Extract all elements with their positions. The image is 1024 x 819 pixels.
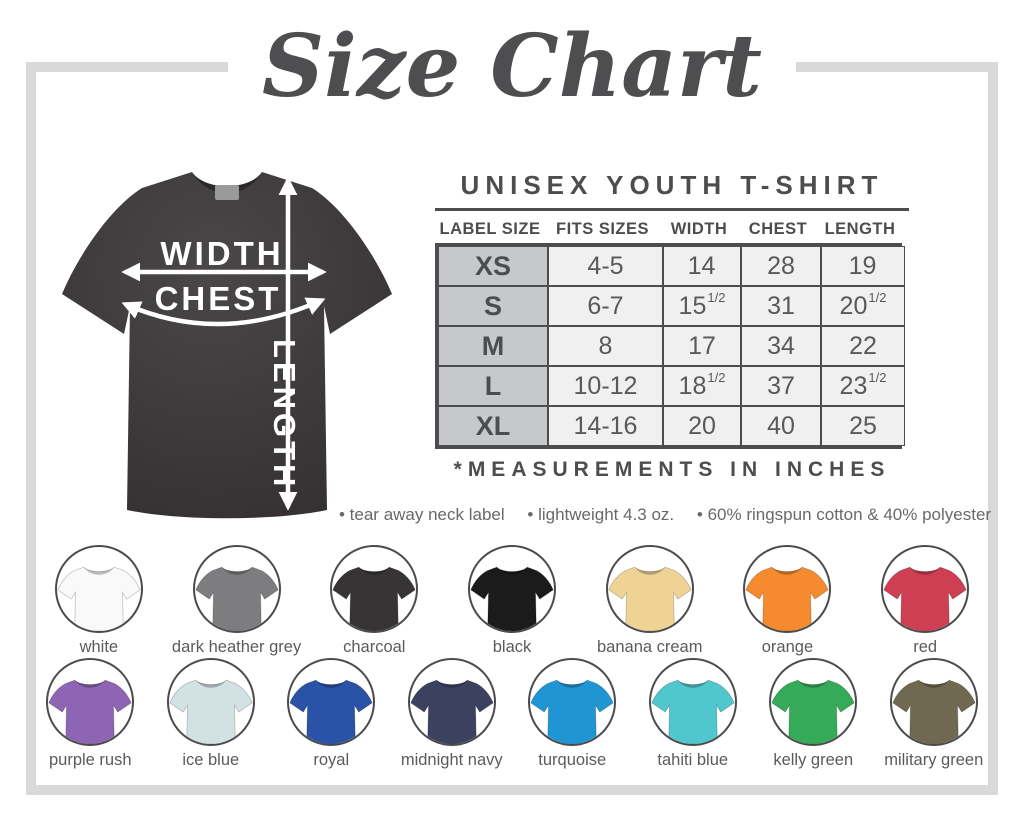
col-header-label-size: LABEL SIZE — [439, 220, 541, 238]
color-swatch-midnight-navy: midnight navy — [392, 658, 513, 770]
col-header-width: WIDTH — [670, 220, 728, 238]
size-table: XS 4-5 14 28 19 S 6-7 15 1/2 31 20 1/2 M 8… — [435, 243, 905, 449]
feature-fabric: • 60% ringspun cotton & 40% polyester — [696, 505, 992, 524]
color-name: kelly green — [773, 751, 854, 769]
table-cell: 6-7 — [548, 286, 663, 326]
table-cell: 20 — [663, 406, 741, 446]
color-swatch-orange: orange — [719, 545, 857, 657]
tshirt-photo-circle — [528, 658, 617, 746]
color-swatch-row-1: white dark heather grey charcoal black b… — [30, 545, 994, 657]
table-cell: 28 — [741, 246, 821, 286]
color-swatch-tahiti-blue: tahiti blue — [633, 658, 754, 770]
color-swatch-red: red — [856, 545, 994, 657]
color-name: tahiti blue — [657, 751, 729, 769]
table-cell: 25 — [821, 406, 905, 446]
page-title-wrap: Size Chart — [0, 0, 1024, 138]
col-header-chest: CHEST — [748, 220, 808, 238]
table-cell: 18 1/2 — [663, 366, 741, 406]
table-cell: 10-12 — [548, 366, 663, 406]
col-header-fits-sizes: FITS SIZES — [555, 220, 649, 238]
table-cell: 34 — [741, 326, 821, 366]
tshirt-diagram-graphic: WIDTH CHEST LENGTH — [62, 172, 392, 519]
table-cell: 14 — [663, 246, 741, 286]
table-cell: 15 1/2 — [663, 286, 741, 326]
table-column-headers: LABEL SIZE FITS SIZES WIDTH CHEST LENGTH — [435, 220, 909, 239]
tshirt-photo-circle — [287, 658, 376, 746]
product-features: • tear away neck label • lightweight 4.3… — [330, 505, 992, 525]
color-swatch-royal: royal — [271, 658, 392, 770]
color-name: military green — [884, 751, 984, 769]
color-name: midnight navy — [400, 751, 503, 769]
tshirt-photo-circle — [648, 658, 737, 746]
color-name: orange — [761, 638, 814, 656]
measurements-footnote: *MEASUREMENTS IN INCHES — [453, 458, 891, 481]
table-cell: M — [438, 326, 548, 366]
feature-neck-label: • tear away neck label — [339, 505, 505, 524]
color-name: charcoal — [343, 638, 406, 656]
width-label: WIDTH — [160, 235, 283, 272]
color-swatch-white: white — [30, 545, 168, 657]
table-cell: 4-5 — [548, 246, 663, 286]
table-cell: 37 — [741, 366, 821, 406]
color-name: ice blue — [182, 751, 240, 769]
tshirt-photo-circle — [743, 545, 832, 633]
neck-tag — [215, 185, 239, 200]
tshirt-photo-circle — [330, 545, 419, 633]
chest-label: CHEST — [155, 280, 282, 317]
tshirt-photo-circle — [46, 658, 135, 746]
color-name: red — [913, 638, 938, 656]
section-heading: UNISEX YOUTH T-SHIRT — [435, 170, 909, 211]
table-cell: 20 1/2 — [821, 286, 905, 326]
color-swatch-black: black — [443, 545, 581, 657]
size-table-section: UNISEX YOUTH T-SHIRT LABEL SIZE FITS SIZ… — [435, 170, 909, 482]
color-name: white — [79, 638, 119, 656]
table-cell: 40 — [741, 406, 821, 446]
table-cell: 31 — [741, 286, 821, 326]
color-name: banana cream — [596, 638, 703, 656]
table-cell: 17 — [663, 326, 741, 366]
table-cell: 23 1/2 — [821, 366, 905, 406]
color-swatch-row-2: purple rush ice blue royal midnight navy… — [30, 658, 994, 770]
tshirt-photo-circle — [468, 545, 557, 633]
tshirt-photo-circle — [407, 658, 496, 746]
tshirt-photo-circle — [881, 545, 970, 633]
color-swatch-military-green: military green — [874, 658, 995, 770]
color-swatch-kelly-green: kelly green — [753, 658, 874, 770]
color-name: turquoise — [538, 751, 607, 769]
page-title: Size Chart — [227, 0, 796, 138]
table-cell: 14-16 — [548, 406, 663, 446]
table-cell: 22 — [821, 326, 905, 366]
length-label: LENGTH — [267, 339, 302, 490]
tshirt-photo-circle — [889, 658, 978, 746]
table-cell: 19 — [821, 246, 905, 286]
table-cell: 8 — [548, 326, 663, 366]
table-cell: L — [438, 366, 548, 406]
tshirt-silhouette — [62, 172, 392, 519]
color-name: black — [492, 638, 532, 656]
color-swatch-dark-heather-grey: dark heather grey — [168, 545, 306, 657]
color-name: purple rush — [48, 751, 132, 769]
tshirt-photo-circle — [192, 545, 281, 633]
color-swatch-banana-cream: banana cream — [581, 545, 719, 657]
tshirt-photo-circle — [605, 545, 694, 633]
color-name: royal — [313, 751, 350, 769]
color-swatch-ice-blue: ice blue — [151, 658, 272, 770]
feature-weight: • lightweight 4.3 oz. — [527, 505, 675, 524]
tshirt-photo-circle — [769, 658, 858, 746]
tshirt-measurement-diagram: WIDTH CHEST LENGTH — [50, 164, 400, 521]
color-swatch-purple-rush: purple rush — [30, 658, 151, 770]
color-swatch-charcoal: charcoal — [305, 545, 443, 657]
color-swatch-turquoise: turquoise — [512, 658, 633, 770]
measurement-arrows — [121, 176, 327, 511]
tshirt-photo-circle — [54, 545, 143, 633]
table-cell: S — [438, 286, 548, 326]
col-header-length: LENGTH — [824, 220, 896, 238]
tshirt-photo-circle — [166, 658, 255, 746]
table-cell: XL — [438, 406, 548, 446]
color-name: dark heather grey — [171, 638, 302, 656]
table-cell: XS — [438, 246, 548, 286]
